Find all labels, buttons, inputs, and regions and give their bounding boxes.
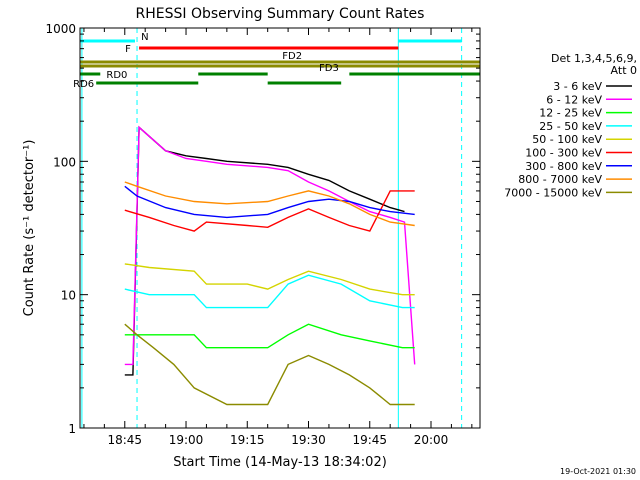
legend-entry-5: 50 - 100 keV — [532, 133, 602, 146]
series-line-8 — [124, 181, 415, 227]
legend-entry-8: 800 - 7000 keV — [518, 173, 602, 186]
legend-entry-1: 3 - 6 keV — [553, 80, 602, 93]
y-axis-label: Count Rate (s⁻¹ detector⁻¹) — [22, 140, 37, 317]
legend-entry-9: 7000 - 15000 keV — [504, 186, 602, 199]
plot-frame — [79, 27, 481, 429]
flag-label-rd6: RD6 — [73, 79, 94, 90]
series-line-5 — [124, 263, 415, 296]
footer-timestamp: 19-Oct-2021 01:30 — [560, 467, 636, 476]
flag-label-fd3: FD3 — [319, 63, 339, 74]
flag-label-f: F — [125, 44, 131, 55]
series-line-7 — [124, 185, 415, 219]
x-tick-label: 18:45 — [107, 433, 142, 447]
y-tick-label: 1 — [68, 422, 76, 436]
chart-title: RHESSI Observing Summary Count Rates — [136, 6, 425, 22]
y-tick-label: 10 — [61, 289, 76, 303]
axes: 18:45 19:00 19:15 19:30 19:45 20:00 1 10 100 1000 — [45, 22, 480, 447]
x-tick-label: 20:00 — [414, 433, 449, 447]
x-tick-label: 19:45 — [352, 433, 387, 447]
x-tick-label: 19:30 — [291, 433, 326, 447]
legend-entry-6: 100 - 300 keV — [525, 147, 602, 160]
series-line-1 — [124, 125, 405, 376]
y-tick-label: 100 — [53, 155, 76, 169]
legend-title-line: Att 0 — [611, 64, 637, 77]
x-tick-label: 19:00 — [169, 433, 204, 447]
plot-area: NF FD2 FD3 RD0 RD6 — [73, 28, 480, 428]
legend-entry-4: 25 - 50 keV — [539, 120, 602, 133]
series-line-9 — [124, 323, 415, 406]
flag-label-n: N — [141, 32, 148, 43]
series-line-6 — [124, 190, 415, 232]
flag-label-rd0: RD0 — [106, 70, 127, 81]
x-tick-label: 19:15 — [230, 433, 265, 447]
y-tick-label: 1000 — [45, 22, 76, 36]
legend-entry-2: 6 - 12 keV — [546, 93, 602, 106]
legend-entry-7: 300 - 800 keV — [525, 160, 602, 173]
series-line-2 — [124, 125, 416, 366]
series-line-3 — [124, 323, 415, 349]
series-line-4 — [124, 274, 415, 309]
x-axis-label: Start Time (14-May-13 18:34:02) — [173, 455, 387, 470]
legend-title-line: Det 1,3,4,5,6,9, — [551, 52, 637, 65]
legend-entry-3: 12 - 25 keV — [539, 107, 602, 120]
flag-label-fd2: FD2 — [282, 51, 302, 62]
